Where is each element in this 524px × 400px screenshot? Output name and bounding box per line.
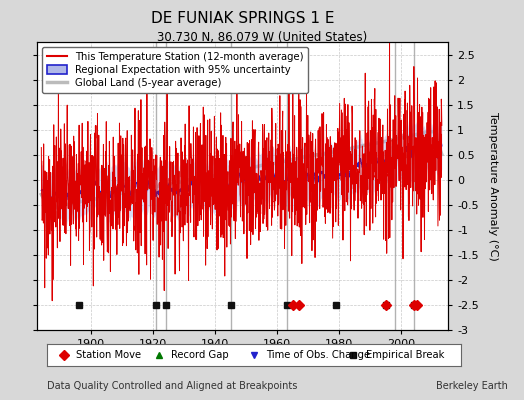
Title: DE FUNIAK SPRINGS 1 E: DE FUNIAK SPRINGS 1 E xyxy=(150,10,334,26)
Text: Record Gap: Record Gap xyxy=(171,350,229,360)
Global Land (5-year average) xyxy=(324,151,331,156)
Line: Regional Expectation with 95% uncertainty: Regional Expectation with 95% uncertaint… xyxy=(41,137,442,204)
This Temperature Station (12-month average) xyxy=(428,170,434,175)
Text: 30.730 N, 86.079 W (United States): 30.730 N, 86.079 W (United States) xyxy=(157,31,367,44)
Global Land (5-year average) xyxy=(308,154,314,158)
Line: Global Land (5-year average): Global Land (5-year average) xyxy=(41,131,442,209)
Y-axis label: Temperature Anomaly (°C): Temperature Anomaly (°C) xyxy=(488,112,498,260)
This Temperature Station (12-month average) xyxy=(49,298,56,303)
This Temperature Station (12-month average) xyxy=(386,25,392,30)
Global Land (5-year average) xyxy=(428,129,434,134)
Global Land (5-year average) xyxy=(46,206,52,211)
Regional Expectation with 95% uncertainty xyxy=(428,150,434,155)
Regional Expectation with 95% uncertainty xyxy=(324,171,331,176)
Text: Station Move: Station Move xyxy=(76,350,141,360)
This Temperature Station (12-month average) xyxy=(38,145,45,150)
Text: Time of Obs. Change: Time of Obs. Change xyxy=(267,350,370,360)
Regional Expectation with 95% uncertainty xyxy=(308,173,314,178)
Global Land (5-year average) xyxy=(307,154,313,158)
Legend: This Temperature Station (12-month average), Regional Expectation with 95% uncer: This Temperature Station (12-month avera… xyxy=(42,47,308,93)
This Temperature Station (12-month average) xyxy=(307,200,313,204)
Global Land (5-year average) xyxy=(130,189,137,194)
Global Land (5-year average) xyxy=(102,195,108,200)
This Temperature Station (12-month average) xyxy=(102,214,108,218)
Regional Expectation with 95% uncertainty xyxy=(102,186,108,191)
This Temperature Station (12-month average) xyxy=(439,123,445,128)
Regional Expectation with 95% uncertainty xyxy=(439,144,445,148)
This Temperature Station (12-month average) xyxy=(324,141,331,146)
Global Land (5-year average) xyxy=(431,129,437,134)
Text: Berkeley Earth: Berkeley Earth xyxy=(436,381,508,391)
This Temperature Station (12-month average) xyxy=(308,189,314,194)
Regional Expectation with 95% uncertainty xyxy=(38,188,45,193)
Global Land (5-year average) xyxy=(439,152,445,157)
Regional Expectation with 95% uncertainty xyxy=(43,201,49,206)
Regional Expectation with 95% uncertainty xyxy=(425,135,431,140)
Regional Expectation with 95% uncertainty xyxy=(130,184,137,188)
Regional Expectation with 95% uncertainty xyxy=(307,172,313,176)
This Temperature Station (12-month average) xyxy=(130,238,137,243)
Global Land (5-year average) xyxy=(38,192,45,197)
Text: Data Quality Controlled and Aligned at Breakpoints: Data Quality Controlled and Aligned at B… xyxy=(47,381,298,391)
Text: Empirical Break: Empirical Break xyxy=(366,350,444,360)
Line: This Temperature Station (12-month average): This Temperature Station (12-month avera… xyxy=(41,28,442,301)
